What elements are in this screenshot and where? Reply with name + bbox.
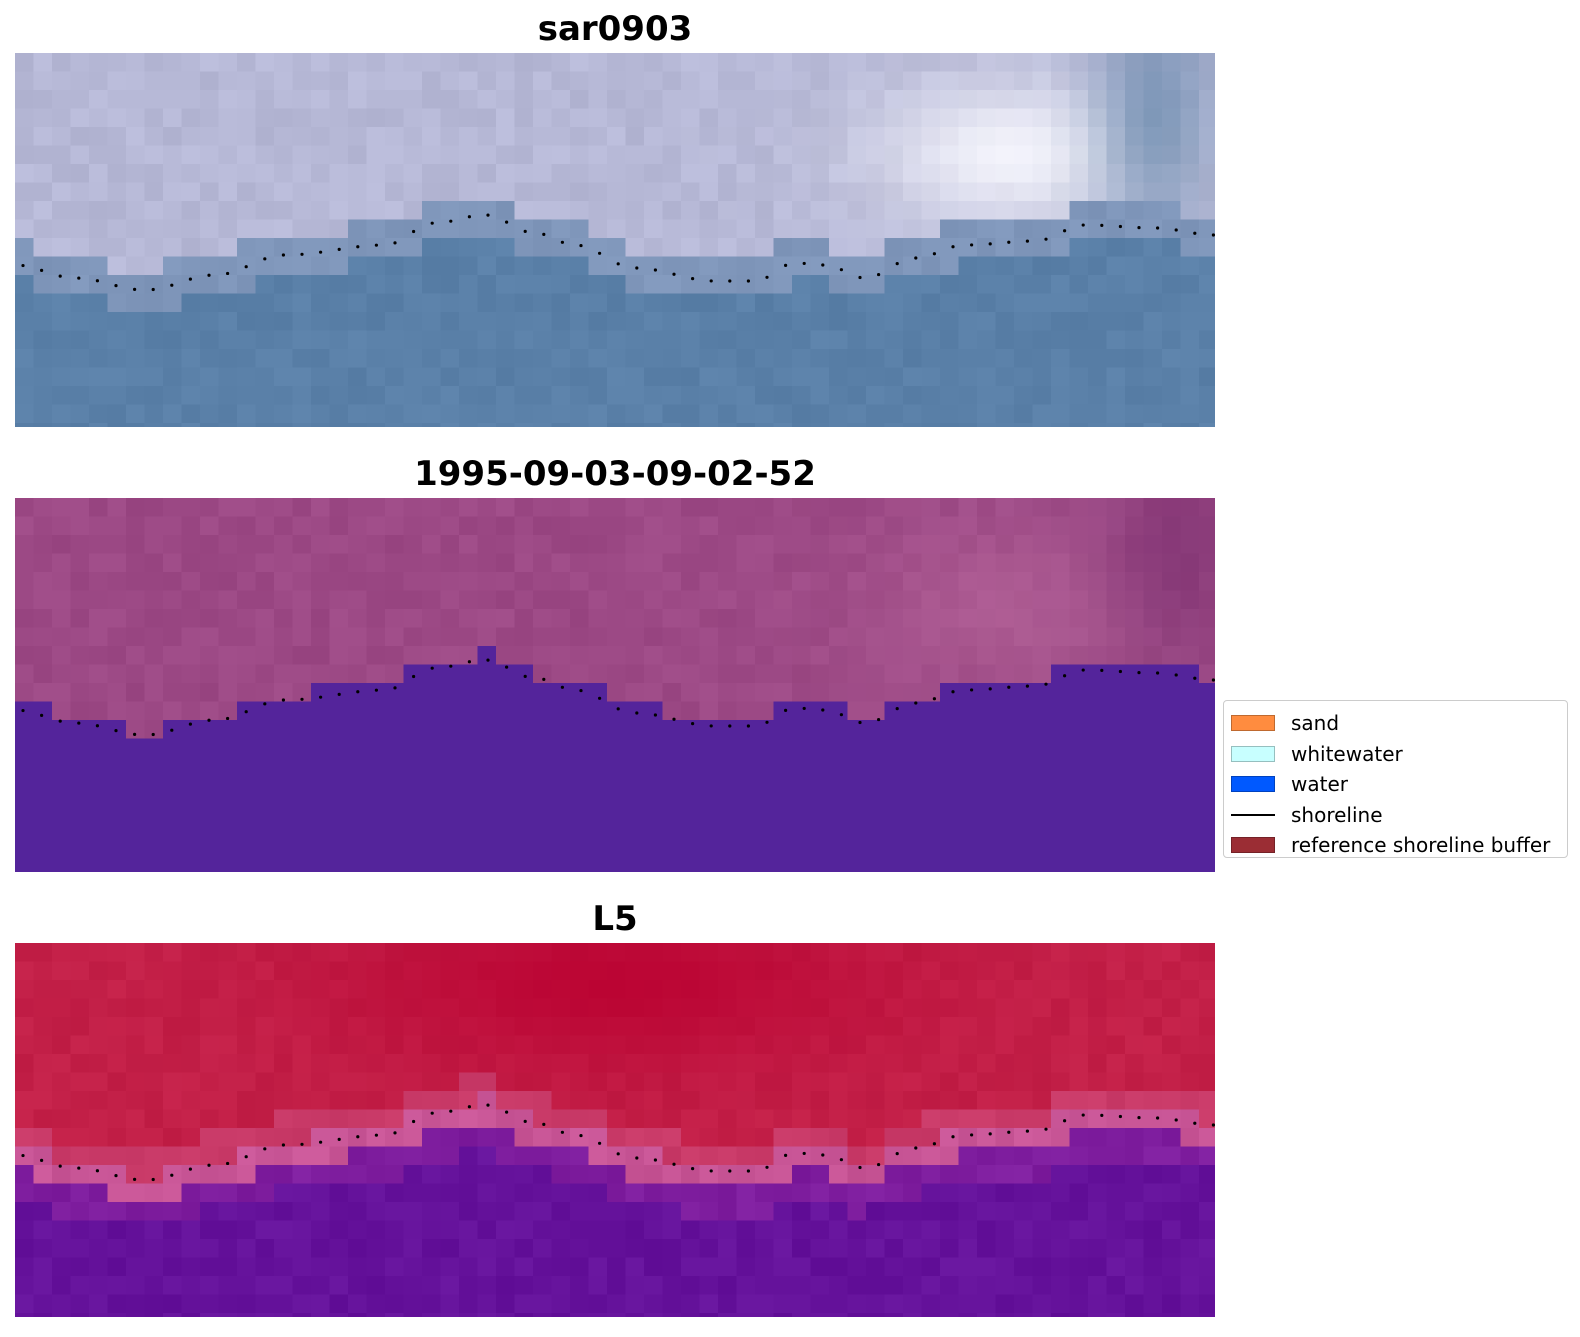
- legend-item-shoreline: shoreline: [1231, 800, 1567, 831]
- panel-3-image: [15, 943, 1215, 1317]
- legend-label: sand: [1291, 711, 1340, 736]
- legend-label: shoreline: [1291, 802, 1383, 827]
- legend-item-whitewater: whitewater: [1231, 739, 1567, 770]
- legend-label: water: [1291, 772, 1348, 797]
- whitewater-swatch: [1231, 745, 1275, 762]
- legend-item-sand: sand: [1231, 708, 1567, 739]
- sand-swatch: [1231, 715, 1275, 732]
- legend-label: whitewater: [1291, 741, 1403, 766]
- legend: sand whitewater water shoreline referenc…: [1223, 700, 1568, 858]
- legend-item-water: water: [1231, 769, 1567, 800]
- panel-2-title: 1995-09-03-09-02-52: [414, 454, 816, 494]
- legend-item-reference-buffer: reference shoreline buffer: [1231, 830, 1567, 861]
- legend-label: reference shoreline buffer: [1291, 833, 1551, 858]
- panel-2-image: [15, 498, 1215, 872]
- panel-1-title: sar0903: [537, 9, 693, 49]
- water-swatch: [1231, 776, 1275, 793]
- panel-3-title: L5: [592, 899, 638, 939]
- panel-1-image: [15, 53, 1215, 427]
- reference-buffer-swatch: [1231, 837, 1275, 854]
- shoreline-swatch: [1231, 813, 1275, 816]
